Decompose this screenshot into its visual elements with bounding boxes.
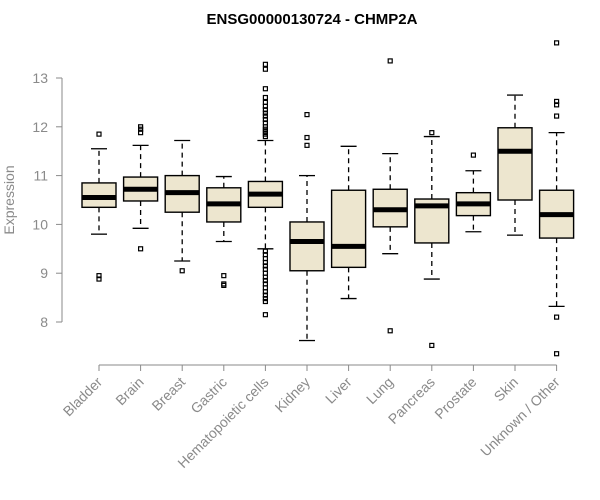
outlier-point xyxy=(429,130,435,136)
iqr-box xyxy=(330,189,367,269)
x-tick-label: Unknown / Other xyxy=(477,374,563,460)
x-tick-label: Skin xyxy=(491,374,522,405)
box-brain xyxy=(122,124,159,252)
y-tick-label: 12 xyxy=(32,119,48,135)
y-tick-label: 13 xyxy=(32,70,48,86)
x-tick-label: Prostate xyxy=(431,374,479,422)
box-gastric xyxy=(206,175,242,288)
x-tick-label: Breast xyxy=(148,374,188,414)
y-axis: 8 9 10 11 12 13 xyxy=(32,70,63,330)
box-prostate xyxy=(455,152,492,233)
outlier-point xyxy=(553,113,560,119)
outlier-point xyxy=(429,342,435,349)
outlier-point xyxy=(262,110,268,116)
outlier-point xyxy=(262,66,268,72)
box-kidney xyxy=(289,111,325,342)
box-unknown-other xyxy=(538,40,575,357)
box-breast xyxy=(164,139,200,274)
outlier-point xyxy=(262,298,268,305)
outlier-point xyxy=(304,134,310,141)
x-tick-label: Kidney xyxy=(272,374,314,416)
outlier-point xyxy=(138,246,144,252)
outlier-point xyxy=(553,102,560,108)
box-liver xyxy=(330,145,367,300)
outlier-point xyxy=(262,86,268,92)
box-series xyxy=(81,40,575,357)
outlier-point xyxy=(553,314,560,320)
outlier-point xyxy=(221,273,227,279)
outlier-point xyxy=(138,130,144,136)
outlier-point xyxy=(262,295,268,302)
outlier-point xyxy=(221,282,227,288)
x-tick-label: Bladder xyxy=(60,374,106,420)
y-tick-label: 11 xyxy=(33,168,48,184)
outlier-point xyxy=(304,111,310,118)
x-tick-label: Lung xyxy=(363,374,396,407)
box-hematopoietic-cells xyxy=(247,61,284,318)
iqr-box xyxy=(289,221,325,272)
outlier-point xyxy=(553,40,560,46)
y-tick-label: 8 xyxy=(40,314,48,330)
outlier-point xyxy=(387,58,393,64)
outlier-point xyxy=(262,94,268,101)
outlier-point xyxy=(262,61,268,67)
chart-title: ENSG00000130724 - CHMP2A xyxy=(207,11,418,28)
x-tick-label: Liver xyxy=(322,374,355,407)
outlier-point xyxy=(553,351,560,357)
outlier-point xyxy=(96,131,102,137)
box-skin xyxy=(497,94,533,236)
box-pancreas xyxy=(414,130,450,349)
outlier-point xyxy=(387,328,393,334)
outlier-point xyxy=(262,312,268,318)
y-tick-label: 9 xyxy=(40,265,48,281)
box-bladder xyxy=(81,131,117,282)
x-tick-label: Brain xyxy=(112,374,146,408)
outlier-point xyxy=(304,142,310,148)
box-lung xyxy=(372,58,408,334)
y-tick-label: 10 xyxy=(32,216,48,232)
outlier-point xyxy=(470,152,476,158)
y-axis-label: Expression xyxy=(1,165,17,234)
iqr-box xyxy=(497,127,533,201)
outlier-point xyxy=(179,268,185,274)
outlier-point xyxy=(96,276,102,282)
outlier-point xyxy=(262,133,268,140)
